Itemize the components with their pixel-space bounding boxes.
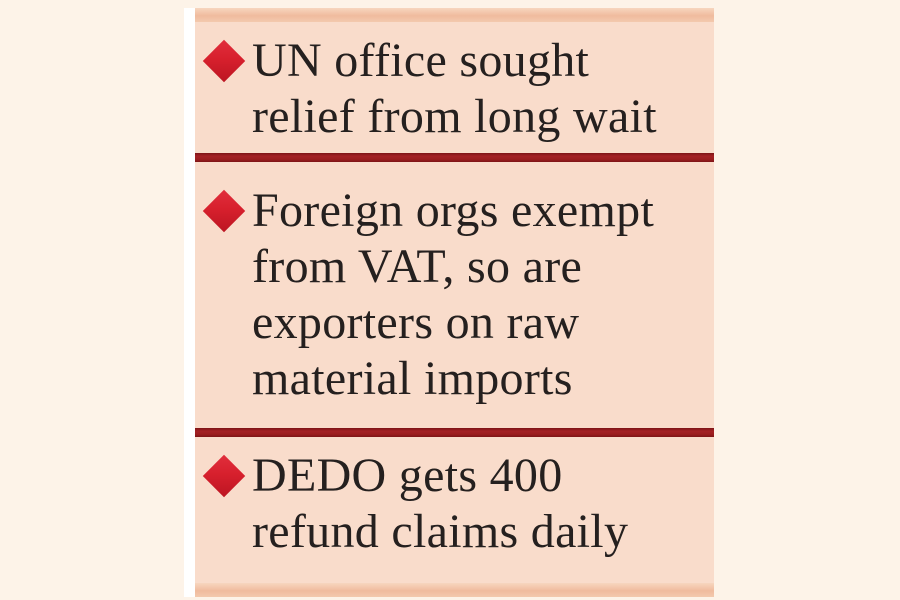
bottom-band <box>195 583 714 597</box>
bullet-item: UN office sought relief from long wait <box>195 33 657 145</box>
section-divider <box>195 153 714 162</box>
bullet-line: Foreign orgs exempt <box>252 184 655 237</box>
info-panel: UN office sought relief from long wait F… <box>184 8 714 597</box>
section-divider <box>195 428 714 437</box>
bullet-line: DEDO gets 400 <box>252 449 563 502</box>
top-band <box>195 8 714 22</box>
bullet-item: Foreign orgs exempt from VAT, so are exp… <box>195 183 654 407</box>
bullet-item: DEDO gets 400 refund claims daily <box>195 448 628 560</box>
bullet-line: exporters on raw <box>252 296 580 349</box>
bullet-line: relief from long wait <box>252 90 657 143</box>
diamond-bullet-icon <box>195 448 252 504</box>
bullet-line: refund claims daily <box>252 505 629 558</box>
diamond-bullet-icon <box>195 33 252 89</box>
bullet-line: UN office sought <box>252 34 590 87</box>
bullet-text: UN office sought relief from long wait <box>252 33 657 145</box>
bullet-line: from VAT, so are <box>252 240 583 293</box>
bullet-text: DEDO gets 400 refund claims daily <box>252 448 628 560</box>
bullet-line: material imports <box>252 352 573 405</box>
diamond-bullet-icon <box>195 183 252 239</box>
bullet-text: Foreign orgs exempt from VAT, so are exp… <box>252 183 654 407</box>
